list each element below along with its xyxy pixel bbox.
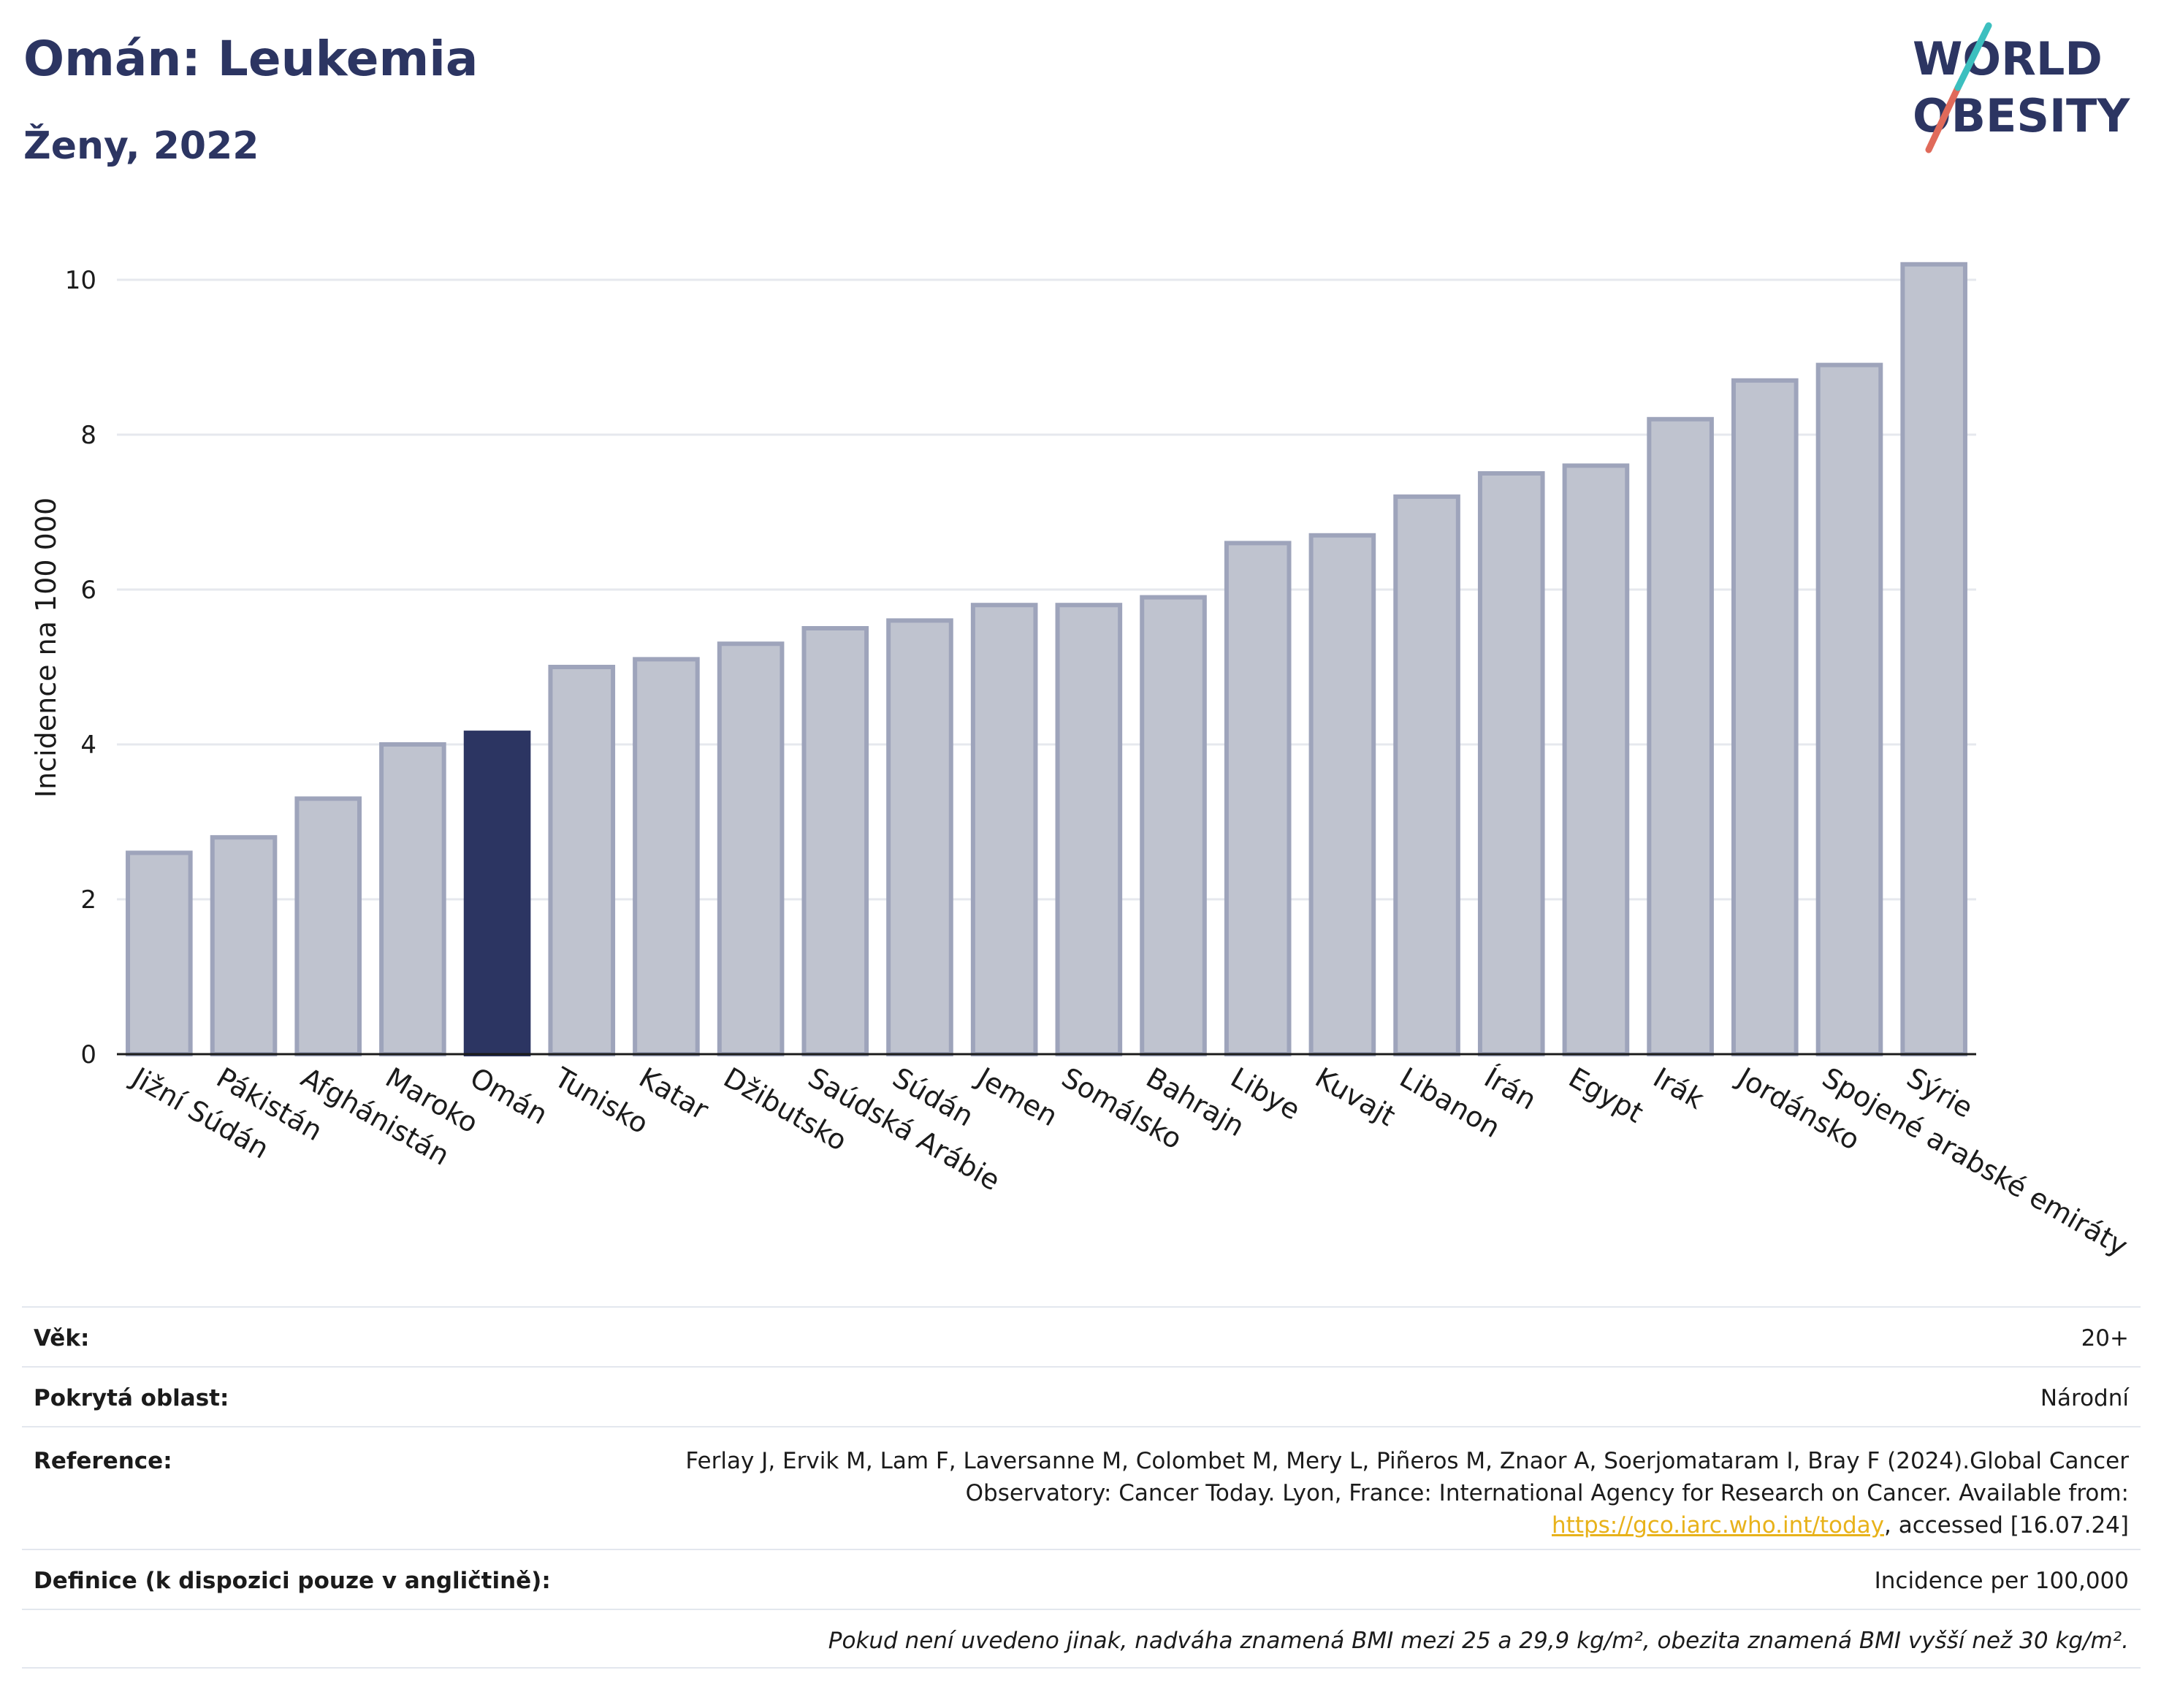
bmi-note: Pokud není uvedeno jinak, nadváha znamen… [828, 1628, 2129, 1654]
info-row-definition: Definice (k dispozici pouze v angličtině… [22, 1549, 2141, 1609]
y-tick-label: 0 [80, 1040, 96, 1070]
world-obesity-logo: WORLD OBESITY [1913, 22, 2130, 153]
y-tick-label: 2 [80, 885, 96, 915]
bar [1815, 362, 1883, 1057]
age-value: 20+ [2081, 1325, 2129, 1351]
bar [379, 742, 446, 1056]
bar [1562, 463, 1630, 1056]
area-value: Národní [2040, 1385, 2129, 1411]
bar [294, 796, 362, 1056]
bar [1055, 603, 1123, 1056]
page-subtitle: Ženy, 2022 [23, 124, 259, 168]
bar [970, 603, 1038, 1056]
logo-line2: OBESITY [1913, 89, 2130, 142]
bar [463, 731, 531, 1056]
bar [1647, 416, 1714, 1056]
y-tick-label: 10 [65, 266, 96, 295]
bar [548, 665, 616, 1056]
definition-label: Definice (k dispozici pouze v angličtině… [34, 1568, 551, 1594]
y-tick-label: 4 [80, 731, 96, 760]
bar [1140, 595, 1207, 1056]
reference-text-part1: Ferlay J, Ervik M, Lam F, Laversanne M, … [685, 1448, 2129, 1506]
bar [1308, 533, 1376, 1056]
info-table: Věk: 20+ Pokrytá oblast: Národní Referen… [22, 1306, 2141, 1669]
bar [126, 850, 193, 1057]
bar [886, 618, 953, 1056]
reference-link[interactable]: https://gco.iarc.who.int/today [1552, 1512, 1884, 1539]
bar [801, 626, 869, 1056]
y-axis-label: Incidence na 100 000 [30, 497, 62, 798]
info-row-reference: Reference: Ferlay J, Ervik M, Lam F, Lav… [22, 1426, 2141, 1549]
logo-slash-red [1925, 84, 1962, 153]
reference-label: Reference: [34, 1448, 172, 1474]
definition-value: Incidence per 100,000 [1874, 1568, 2129, 1594]
x-tick-label: Egypt [1563, 1061, 1649, 1129]
bar [717, 641, 785, 1056]
info-row-age: Věk: 20+ [22, 1306, 2141, 1366]
bar [1731, 378, 1799, 1056]
bar [1393, 494, 1460, 1056]
bar [210, 835, 278, 1056]
info-row-note: Pokud není uvedeno jinak, nadváha znamen… [22, 1609, 2141, 1669]
bar [1224, 541, 1292, 1056]
logo-line1: WORLD [1913, 32, 2103, 85]
x-tick-label: Spojené arabské emiráty [1817, 1061, 2133, 1262]
x-tick-label: Irák [1648, 1061, 1710, 1116]
bar [1477, 471, 1545, 1056]
bar [1900, 262, 1967, 1056]
y-tick-label: 6 [80, 576, 96, 605]
reference-text: Ferlay J, Ervik M, Lam F, Laversanne M, … [668, 1445, 2129, 1541]
bar [633, 657, 700, 1056]
y-tick-label: 8 [80, 421, 96, 450]
page-title: Omán: Leukemia [23, 31, 479, 87]
logo-slash-teal [1954, 22, 1992, 91]
info-row-area: Pokrytá oblast: Národní [22, 1366, 2141, 1426]
age-label: Věk: [34, 1325, 90, 1351]
area-label: Pokrytá oblast: [34, 1385, 229, 1411]
reference-text-part2: , accessed [16.07.24] [1883, 1512, 2129, 1539]
x-tick-label: Tunisko [549, 1061, 654, 1140]
x-tick-label: Kuvajt [1310, 1061, 1400, 1132]
x-tick-label: Jemen [970, 1061, 1063, 1133]
